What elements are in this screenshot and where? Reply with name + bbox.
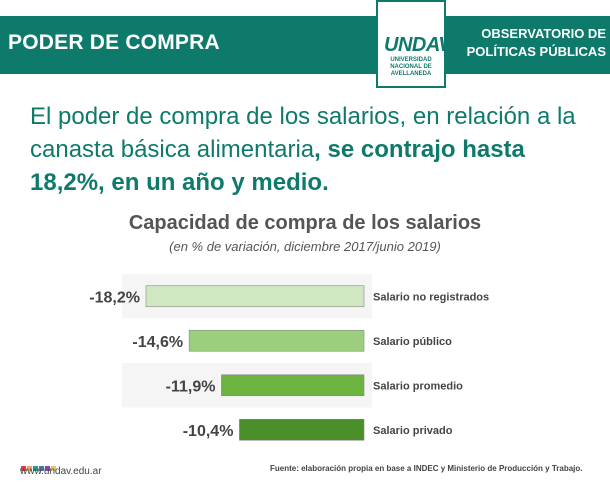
bar: [221, 374, 365, 397]
header-bar: [0, 16, 610, 74]
observatory-line-1: OBSERVATORIO DE: [481, 26, 606, 41]
headline-normal: El poder de compra de los salarios, en r…: [30, 103, 576, 163]
source-note: Fuente: elaboración propia en base a IND…: [270, 464, 583, 473]
category-label: Salario público: [373, 336, 452, 348]
bar: [188, 329, 365, 352]
category-label: Salario no registrados: [373, 291, 489, 303]
bar: [239, 418, 365, 441]
value-label: -18,2%: [89, 289, 140, 306]
headline: El poder de compra de los salarios, en r…: [30, 100, 590, 199]
category-label: Salario promedio: [373, 380, 463, 392]
logo-text: UNIVERSIDAD NACIONAL DE AVELLANEDA: [390, 57, 432, 77]
value-label: -10,4%: [183, 423, 234, 440]
bar: [145, 285, 365, 308]
brand-dot: [39, 466, 44, 471]
footer-url[interactable]: www.undav.edu.ar: [20, 466, 102, 477]
brand-dots: [21, 458, 57, 476]
page-title: PODER DE COMPRA: [8, 31, 220, 54]
brand-dot: [51, 466, 56, 471]
value-label: -11,9%: [166, 378, 216, 395]
observatory-line-2: POLÍTICAS PÚBLICAS: [466, 44, 606, 59]
headline-bold: , se contrajo hasta 18,2%, en un año y m…: [30, 136, 525, 196]
value-label: -14,6%: [132, 334, 183, 351]
brand-dot: [27, 466, 32, 471]
brand-dot: [45, 466, 50, 471]
category-label: Salario privado: [373, 425, 453, 437]
chart-subtitle: (en % de variación, diciembre 2017/junio…: [169, 239, 441, 254]
observatory-label: OBSERVATORIO DE POLÍTICAS PÚBLICAS: [456, 25, 606, 61]
undav-logo: UNDAV UNIVERSIDAD NACIONAL DE AVELLANEDA: [376, 0, 452, 88]
brand-dot: [33, 466, 38, 471]
logo-mark: UNDAV: [384, 34, 452, 56]
brand-dot: [21, 466, 26, 471]
chart-title: Capacidad de compra de los salarios: [128, 212, 482, 234]
